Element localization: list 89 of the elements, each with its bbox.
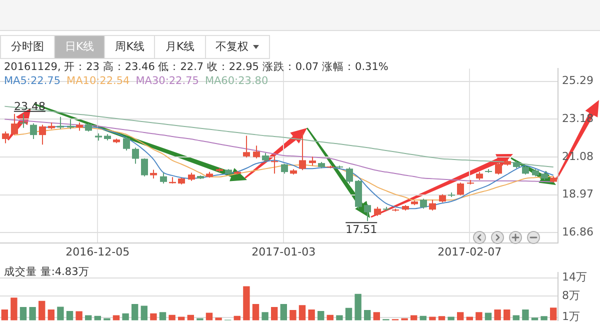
x-tick-label: 2017-01-03 xyxy=(252,245,316,258)
candlestick xyxy=(160,172,167,184)
annotation: 17.51 xyxy=(346,223,378,236)
candlestick xyxy=(57,116,64,130)
bar xyxy=(48,309,54,320)
chart-title: 20161129, 开：23 高：23.46 低：22.7 收：22.95 涨跌：0.07 涨幅：0.31% xyxy=(4,60,388,74)
candlestick xyxy=(20,114,27,128)
bar xyxy=(20,307,27,320)
candlestick xyxy=(243,135,250,158)
candlestick xyxy=(346,166,353,184)
bar xyxy=(132,304,138,320)
bar xyxy=(252,304,260,320)
bar xyxy=(364,310,371,320)
bar xyxy=(318,310,324,320)
text: MA30:22.75 xyxy=(136,75,199,87)
text: MA5:22.75 xyxy=(4,75,61,87)
bar xyxy=(112,315,120,320)
bar xyxy=(150,313,157,320)
text: 分时图 xyxy=(11,39,44,55)
candlestick xyxy=(420,198,427,210)
bar xyxy=(345,308,352,320)
bar xyxy=(298,305,306,320)
bar xyxy=(290,310,296,320)
y-tick-label: 14万 xyxy=(562,270,587,284)
candlestick xyxy=(271,155,278,174)
text: MA10:22.54 xyxy=(66,75,130,87)
chart-title: 成交量 量:4.83万 xyxy=(4,265,90,279)
bar xyxy=(466,316,473,320)
x-tick-label: 2017-02-07 xyxy=(438,245,502,258)
bar xyxy=(512,315,520,320)
bar xyxy=(243,286,250,320)
bar xyxy=(38,300,46,320)
bar xyxy=(29,307,36,320)
bar xyxy=(354,294,362,320)
text: MA60:23.80 xyxy=(204,75,268,87)
y-tick-label: 25.29 xyxy=(562,74,594,88)
candlestick xyxy=(123,136,130,151)
text: 日K线 xyxy=(65,39,94,55)
bar xyxy=(336,315,343,320)
y-tick-label: 16.86 xyxy=(562,226,594,239)
candlestick xyxy=(30,122,37,140)
bar xyxy=(76,311,82,320)
candlestick xyxy=(132,147,139,164)
bar xyxy=(168,314,176,320)
bar xyxy=(1,309,8,320)
bar xyxy=(448,316,454,320)
bar xyxy=(438,316,446,320)
candlestick xyxy=(2,130,9,144)
bar xyxy=(215,318,222,320)
bar xyxy=(410,315,418,320)
candlestick xyxy=(495,162,502,176)
bar xyxy=(373,312,380,320)
bar xyxy=(122,313,129,320)
x-tick-label: 2016-12-05 xyxy=(66,245,130,258)
candlestick xyxy=(364,204,371,222)
candlestick xyxy=(299,132,306,171)
bar xyxy=(280,304,287,320)
bar xyxy=(522,309,529,320)
bar xyxy=(140,306,148,320)
text: 周K线 xyxy=(115,39,144,55)
bar xyxy=(504,309,510,320)
candlestick xyxy=(253,145,260,159)
candlestick xyxy=(67,118,74,130)
bar xyxy=(429,316,436,320)
bar xyxy=(57,306,64,320)
bar xyxy=(66,310,74,320)
bar xyxy=(540,316,548,320)
candlestick xyxy=(141,158,148,177)
bar xyxy=(159,312,166,320)
bar xyxy=(10,298,18,320)
bar xyxy=(476,312,482,320)
bar xyxy=(308,309,315,320)
bar xyxy=(494,309,501,320)
bar xyxy=(550,308,557,320)
candlestick xyxy=(39,124,46,146)
candlestick xyxy=(281,163,288,174)
bar xyxy=(262,312,268,320)
bar xyxy=(178,316,185,320)
candlestick xyxy=(457,182,464,196)
y-tick-label: 1万 xyxy=(562,310,580,324)
bar xyxy=(457,312,464,320)
y-tick-label: 18.97 xyxy=(562,188,594,201)
y-tick-label: 8万 xyxy=(562,288,580,302)
text: 月K线 xyxy=(165,39,195,55)
bar xyxy=(271,307,278,320)
bar xyxy=(85,315,92,320)
candlestick xyxy=(429,199,436,211)
text: 不复权 xyxy=(216,39,249,55)
candlestick xyxy=(11,113,18,136)
